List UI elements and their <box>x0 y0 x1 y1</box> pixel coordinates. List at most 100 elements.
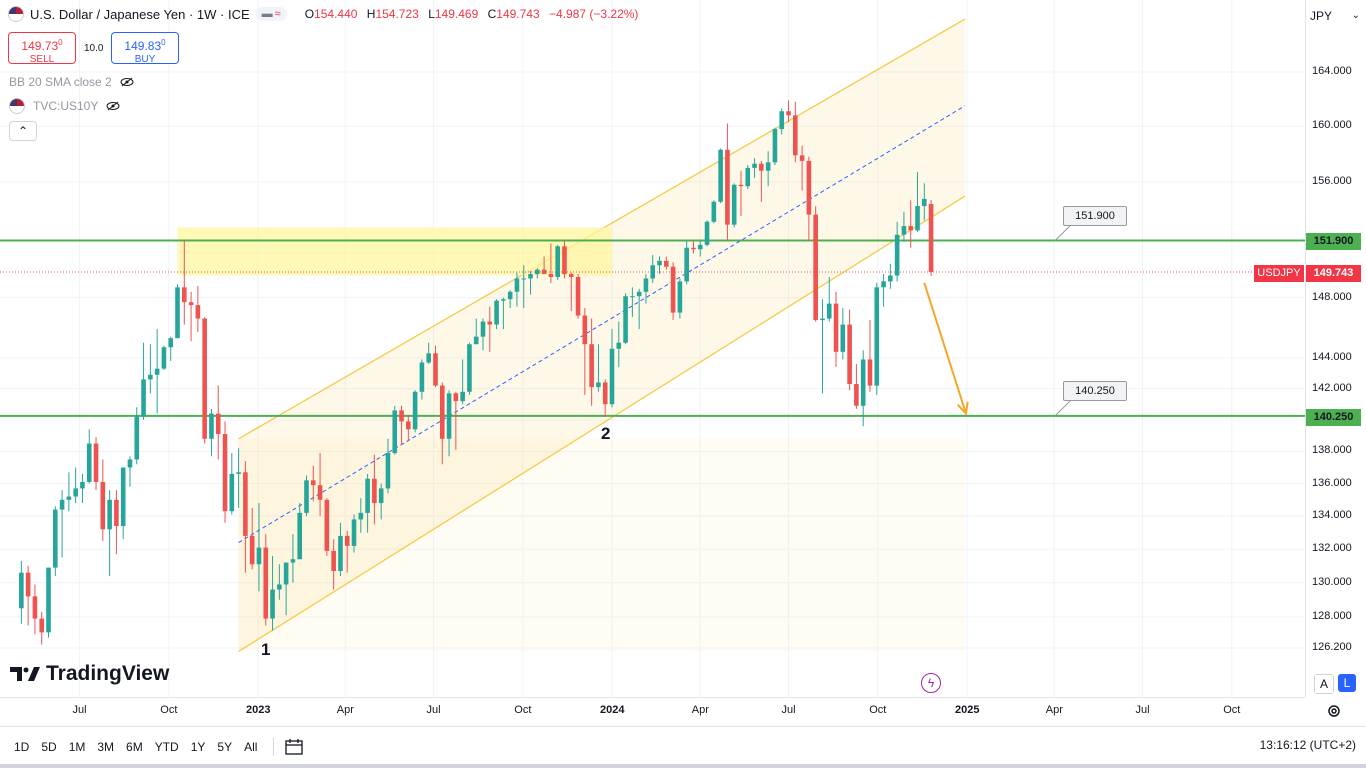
symbol-title[interactable]: U.S. Dollar / Japanese Yen · 1W · ICE <box>30 6 250 22</box>
candle-body <box>881 281 886 288</box>
candle-body <box>249 535 255 565</box>
time-tick-label: Jul <box>781 704 796 716</box>
candle-body <box>134 416 140 460</box>
flash-icon[interactable]: ϟ <box>921 673 941 693</box>
range-6m[interactable]: 6M <box>126 740 143 754</box>
candle-body <box>548 274 554 277</box>
level-axis-badge-lower: 140.250 <box>1306 409 1361 426</box>
low-value: 149.469 <box>434 7 479 21</box>
time-tick-label: 2025 <box>954 704 980 716</box>
currency-selector[interactable]: JPY ⌄ <box>1310 6 1360 26</box>
range-all[interactable]: All <box>244 740 258 754</box>
close-value: 149.743 <box>496 7 540 21</box>
price-axis[interactable]: 126.200 128.000 130.000 132.000 134.000 136.0… <box>1305 0 1366 697</box>
level-callout-lower[interactable]: 140.250 <box>1063 381 1127 401</box>
chart-plot-area[interactable] <box>0 0 1305 697</box>
channel-box <box>238 438 966 652</box>
candle-body <box>480 321 486 337</box>
projection-arrow-head <box>957 401 969 416</box>
candle-body <box>806 160 812 215</box>
time-tick-label: 2024 <box>600 704 625 716</box>
candle-body <box>86 443 92 482</box>
range-ytd[interactable]: YTD <box>154 740 179 754</box>
settings-gear-icon[interactable] <box>1326 703 1342 719</box>
market-status-pill[interactable]: ▬ ≈ <box>255 7 287 21</box>
candle-body <box>161 347 167 369</box>
range-1y[interactable]: 1Y <box>190 740 206 754</box>
price-tick-label: 160.000 <box>1312 119 1352 132</box>
candle-body <box>209 413 214 439</box>
range-3m[interactable]: 3M <box>97 740 115 754</box>
price-tick-label: 142.000 <box>1312 381 1352 394</box>
log-scale-button[interactable]: L <box>1338 674 1356 692</box>
candle-body <box>297 512 303 560</box>
candle-body <box>921 198 927 207</box>
range-5y[interactable]: 5Y <box>217 740 233 754</box>
candle-body <box>283 562 289 585</box>
range-5d[interactable]: 5D <box>41 740 57 754</box>
level-callout-upper[interactable]: 151.900 <box>1063 206 1127 226</box>
candle-body <box>888 275 893 282</box>
candle-body <box>589 344 594 388</box>
buy-button[interactable]: 149.830 BUY <box>111 32 179 65</box>
candlestick-chart[interactable] <box>0 0 1305 697</box>
candle-body <box>439 385 445 439</box>
candle-body <box>460 391 465 402</box>
price-tick-label: 138.000 <box>1312 444 1352 457</box>
study-us10y[interactable]: TVC:US10Y <box>9 98 120 114</box>
channel-fill <box>238 19 966 652</box>
eye-hidden-icon[interactable] <box>106 101 120 111</box>
candle-body <box>759 163 764 171</box>
callout-leader-lower <box>1054 398 1073 417</box>
resistance-zone <box>177 227 612 276</box>
price-tick-label: 148.000 <box>1312 290 1352 303</box>
time-tick-label: Apr <box>1045 704 1063 716</box>
candle-body <box>718 149 723 202</box>
candle-body <box>684 247 689 282</box>
price-tick-label: 156.000 <box>1312 174 1352 187</box>
minus-icon: ▬ <box>261 8 273 20</box>
study-bollinger[interactable]: BB 20 SMA close 2 <box>9 75 134 89</box>
candle-body <box>392 410 398 454</box>
range-1m[interactable]: 1M <box>68 740 86 754</box>
buy-price: 149.83 <box>124 39 162 53</box>
candle-body <box>765 162 771 171</box>
clock[interactable]: 13:16:12 (UTC+2) <box>1259 738 1356 752</box>
time-tick-label: Jul <box>1135 704 1150 716</box>
candle-body <box>215 413 221 435</box>
candle-body <box>826 303 832 319</box>
currency-label: JPY <box>1310 9 1333 23</box>
candle-body <box>277 584 282 590</box>
candle-body <box>745 167 751 187</box>
tradingview-logo[interactable]: TradingView <box>10 662 169 686</box>
range-1d[interactable]: 1D <box>14 740 30 754</box>
candle-body <box>39 618 45 633</box>
candle-body <box>521 278 527 280</box>
candle-body <box>433 353 438 386</box>
candle-body <box>582 315 588 345</box>
candle-body <box>779 111 785 130</box>
approx-icon: ≈ <box>274 8 281 20</box>
date-range-calendar-icon[interactable] <box>284 738 304 756</box>
collapse-legend-button[interactable]: ⌃ <box>9 121 37 141</box>
time-tick-label: Jul <box>426 704 441 716</box>
current-price-badge: 149.743 <box>1306 265 1361 282</box>
candle-body <box>181 287 187 303</box>
auto-scale-button[interactable]: A <box>1314 674 1334 694</box>
candle-body <box>847 324 852 385</box>
time-axis[interactable]: Jul Oct 2023 Apr Jul Oct 2024 Apr Jul Oct 2025 Apr J… <box>0 697 1305 726</box>
sell-button[interactable]: 149.730 SELL <box>8 32 76 65</box>
candle-body <box>453 393 459 402</box>
candle-body <box>344 535 350 546</box>
wave-label-1: 1 <box>261 640 271 659</box>
candle-body <box>127 459 133 468</box>
candle-body <box>623 296 628 343</box>
eye-hidden-icon[interactable] <box>120 77 134 87</box>
candle-body <box>399 410 404 422</box>
price-tick-label: 144.000 <box>1312 350 1352 363</box>
price-tick-label: 136.000 <box>1312 476 1352 489</box>
candle-body <box>677 281 683 313</box>
bottom-toolbar: 1D 5D 1M 3M 6M YTD 1Y 5Y All 13:16:12 (U… <box>0 726 1366 765</box>
candle-body <box>270 589 275 619</box>
candle-body <box>731 184 737 225</box>
